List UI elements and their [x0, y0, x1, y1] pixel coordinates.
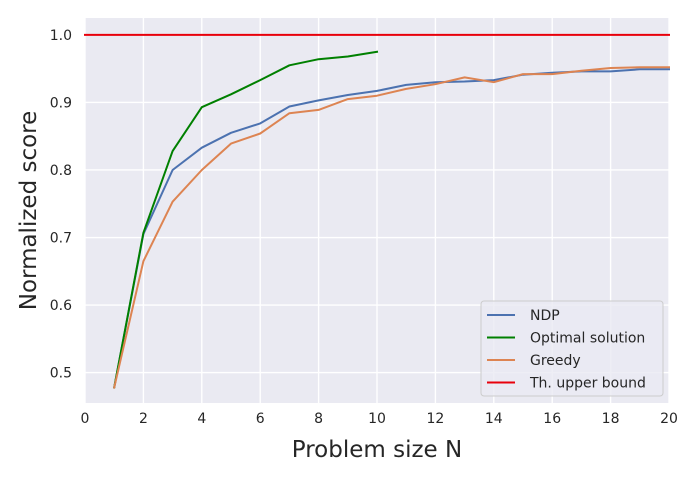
- x-tick-label: 0: [81, 411, 90, 427]
- y-axis-label: Normalized score: [16, 111, 42, 311]
- series-line-greedy: [113, 66, 670, 389]
- x-tick-label: 18: [602, 411, 620, 427]
- legend-box: [480, 300, 664, 397]
- legend-entry-label: Th. upper bound: [529, 376, 646, 392]
- legend-entry-label: NDP: [530, 308, 560, 324]
- x-tick-label: 12: [426, 411, 444, 427]
- legend-entry-label: Optimal solution: [530, 331, 645, 347]
- y-tick-label: 0.7: [50, 231, 72, 247]
- y-tick-label: 0.5: [50, 366, 72, 382]
- x-tick-label: 20: [660, 411, 678, 427]
- x-tick-label: 16: [543, 411, 561, 427]
- y-tick-label: 1.0: [50, 28, 72, 44]
- x-axis-label: Problem size N: [292, 437, 462, 463]
- y-tick-label: 0.9: [50, 95, 72, 111]
- y-tick-label: 0.8: [50, 163, 72, 179]
- x-tick-label: 4: [197, 411, 206, 427]
- series-group: [84, 33, 670, 389]
- series-line-optimal-solution: [113, 50, 379, 389]
- x-tick-label: 8: [314, 411, 323, 427]
- legend: NDP Optimal solution Greedy Th. upper bound: [480, 300, 664, 397]
- x-tick-label: 2: [139, 411, 148, 427]
- legend-entry-label: Greedy: [530, 353, 581, 369]
- x-tick-label: 6: [256, 411, 265, 427]
- x-tick-label: 14: [485, 411, 503, 427]
- y-tick-label: 0.6: [50, 298, 72, 314]
- tick-labels: 0 2 4 6 8 10 12 14 16 18 20 0.5 0.6 0.7 0.8 0.9 1.0: [50, 28, 678, 427]
- x-tick-label: 10: [368, 411, 386, 427]
